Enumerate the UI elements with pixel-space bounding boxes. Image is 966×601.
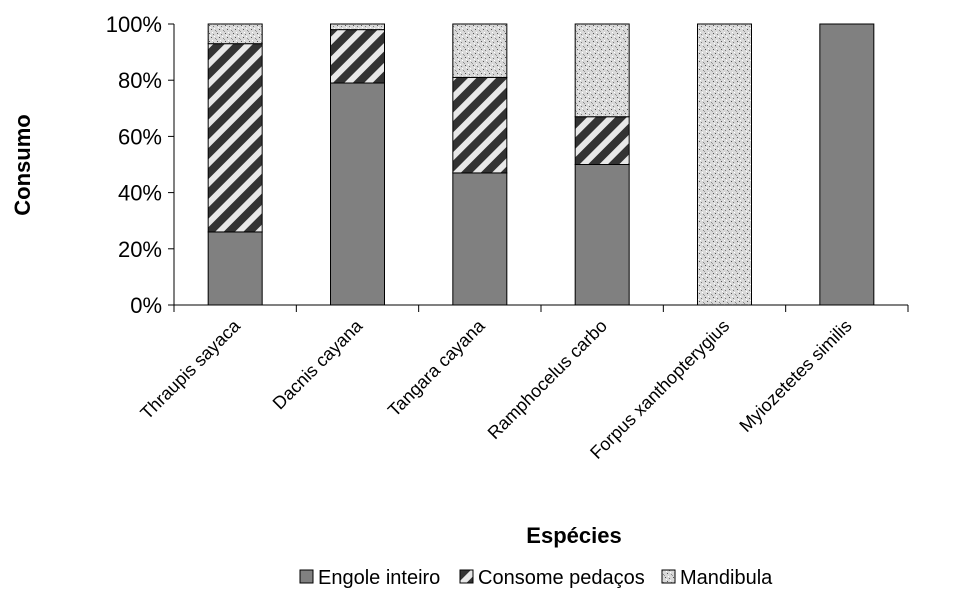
x-axis-title: Espécies (526, 523, 621, 548)
y-axis-title: Consumo (10, 114, 35, 215)
x-tick-label: Dacnis cayana (269, 315, 367, 413)
bar-segment-consome-pedacos (330, 29, 385, 84)
bar-segment-engole-inteiro (330, 82, 385, 306)
legend: Engole inteiro Consome pedaços Mandibula (299, 567, 773, 589)
bar-segment-engole-inteiro (207, 231, 263, 306)
y-tick-label: 80% (118, 68, 162, 93)
y-tick-label: 0% (130, 293, 162, 318)
bar-segment-mandibula (697, 23, 752, 306)
bar-segment-engole-inteiro (452, 172, 508, 306)
bar-segment-mandibula (452, 23, 508, 78)
x-tick-label: Ramphocelus carbo (484, 316, 611, 443)
bar-segment-mandibula (330, 23, 385, 31)
bar-segment-mandibula (207, 23, 263, 45)
legend-label: Consome pedaços (478, 567, 645, 589)
bar-segment-engole-inteiro (574, 164, 630, 306)
bar-segment-consome-pedacos (452, 76, 508, 174)
x-tick-label: Tangara cayana (384, 315, 489, 420)
plot-area: 0% 20% 40% 60% 80% 100% Thraupis sayaca Dacnis … (106, 12, 909, 463)
legend-label: Mandibula (680, 567, 773, 589)
legend-swatch (459, 569, 474, 584)
x-tick-label: Forpus xanthopterygius (586, 316, 733, 463)
x-tick-label: Thraupis sayaca (136, 315, 244, 423)
y-tick-label: 100% (106, 12, 162, 37)
bar-segment-consome-pedacos (574, 116, 630, 166)
y-tick-label: 40% (118, 181, 162, 206)
x-tick-label: Myiozetetes similis (735, 316, 855, 436)
bar-segment-engole-inteiro (819, 23, 875, 306)
y-tick-label: 60% (118, 124, 162, 149)
legend-swatch (661, 569, 676, 584)
legend-swatch (299, 569, 314, 584)
legend-label: Engole inteiro (318, 567, 440, 589)
bar-segment-consome-pedacos (207, 43, 263, 233)
y-tick-label: 20% (118, 237, 162, 262)
bar-segment-mandibula (574, 23, 630, 118)
